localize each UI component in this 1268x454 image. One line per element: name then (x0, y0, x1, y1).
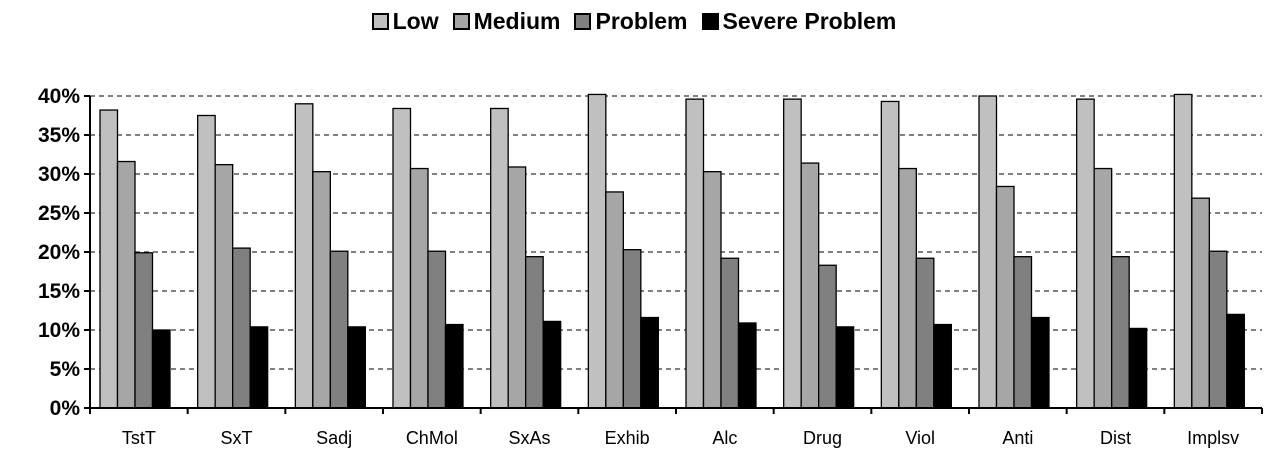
bar-problem (427, 250, 447, 409)
bar-severe-problem (347, 326, 366, 409)
bar-severe-problem (933, 323, 952, 409)
x-category-label: Dist (1100, 428, 1131, 448)
bar-medium (898, 167, 917, 409)
y-tick-label: 30% (38, 163, 80, 186)
y-tick-label: 0% (50, 397, 81, 420)
bar-problem (134, 252, 154, 409)
y-tick-label: 15% (38, 280, 80, 303)
y-tick-label: 10% (38, 319, 80, 342)
bar-medium (1093, 167, 1113, 409)
bar-low (197, 114, 216, 409)
bar-problem (1208, 250, 1228, 409)
legend-label-problem: Problem (595, 7, 688, 34)
bar-low (978, 95, 998, 409)
bar-severe-problem (444, 323, 464, 409)
bar-low (587, 93, 607, 409)
bar-low (99, 109, 119, 409)
x-category-label: Alc (712, 428, 737, 448)
bar-problem (525, 256, 544, 409)
bar-medium (214, 163, 234, 409)
bar-medium (507, 166, 527, 409)
bar-medium (409, 167, 429, 409)
bar-medium (702, 171, 722, 409)
bar-severe-problem (151, 329, 171, 409)
bar-severe-problem (542, 320, 562, 409)
x-category-label: Anti (1002, 428, 1033, 448)
bar-low (392, 107, 412, 409)
legend-item-medium: Medium (452, 7, 561, 35)
y-tick-label: 25% (38, 202, 80, 225)
legend-item-severe-problem: Severe Problem (701, 7, 897, 35)
bar-low (294, 103, 314, 409)
bar-severe-problem (1128, 327, 1148, 409)
bar-medium (1191, 197, 1210, 409)
bar-problem (720, 257, 740, 409)
bar-medium (312, 171, 331, 409)
legend-item-low: Low (371, 7, 439, 35)
y-tick-label: 5% (50, 358, 81, 381)
y-tick-label: 35% (38, 124, 80, 147)
bar-medium (800, 162, 820, 409)
x-category-label: Implsv (1187, 428, 1239, 448)
y-tick-label: 40% (38, 85, 80, 108)
x-category-labels: TstT SxT Sadj ChMol SxAs Exhib Alc Drug Viol Anti… (122, 428, 1239, 448)
gridlines (90, 95, 1262, 370)
x-category-label: TstT (122, 428, 156, 448)
bar-severe-problem (737, 322, 757, 409)
bar-low (880, 100, 900, 409)
bar-problem (915, 257, 935, 409)
legend-label-severe-problem: Severe Problem (722, 7, 897, 34)
bar-problem (232, 247, 251, 409)
y-tick-labels: 0% 5% 10% 15% 20% 25% 30% 35% 40% (38, 85, 80, 420)
axes (84, 95, 1263, 414)
legend-swatch-medium (452, 12, 470, 30)
bar-low (1173, 93, 1193, 409)
bar-severe-problem (1226, 313, 1245, 409)
x-category-label: SxAs (508, 428, 550, 448)
bar-low (685, 98, 705, 409)
x-category-label: Sadj (316, 428, 352, 448)
x-category-label: SxT (220, 428, 252, 448)
bar-medium (605, 191, 624, 409)
x-category-label: Viol (905, 428, 935, 448)
x-category-label: Exhib (605, 428, 650, 448)
bar-severe-problem (640, 316, 659, 409)
legend-swatch-low (371, 12, 389, 30)
bar-problem (818, 264, 837, 409)
y-tick-label: 20% (38, 241, 80, 264)
bar-problem (1013, 256, 1033, 409)
bar-problem (1111, 256, 1130, 409)
x-category-label: ChMol (406, 428, 458, 448)
bars (99, 93, 1245, 409)
bar-medium (995, 185, 1015, 409)
bar-low (490, 107, 509, 409)
legend-swatch-problem (574, 12, 592, 30)
bar-severe-problem (1030, 316, 1050, 409)
legend-item-problem: Problem (574, 7, 688, 35)
bar-severe-problem (249, 326, 269, 409)
legend: Low Medium Problem Severe Problem (0, 4, 1268, 38)
bar-problem (329, 250, 349, 409)
bar-low (783, 98, 802, 409)
legend-label-medium: Medium (473, 7, 561, 34)
bar-low (1076, 98, 1095, 409)
bar-medium (116, 160, 136, 409)
legend-swatch-severe-problem (701, 12, 719, 30)
legend-label-low: Low (392, 7, 439, 34)
x-category-label: Drug (803, 428, 842, 448)
bar-problem (622, 249, 642, 409)
bar-severe-problem (835, 326, 855, 409)
